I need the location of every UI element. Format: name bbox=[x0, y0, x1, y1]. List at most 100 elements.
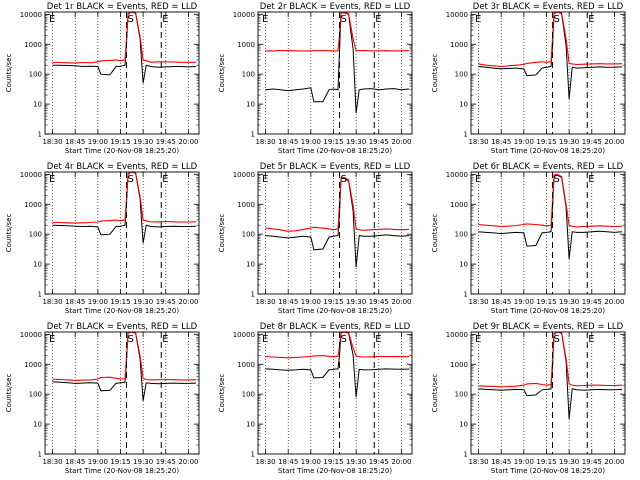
marker-label: S bbox=[554, 174, 560, 185]
x-tick-label: 19:00 bbox=[88, 458, 108, 466]
x-tick-label: 20:00 bbox=[391, 458, 411, 466]
events-series-line bbox=[52, 11, 197, 84]
y-tick-label: 100 bbox=[29, 391, 42, 399]
x-tick-label: 19:45 bbox=[369, 458, 389, 466]
events-series-line bbox=[52, 331, 197, 401]
y-tick-label: 100 bbox=[29, 231, 42, 239]
chart-panel-8: Det 8r BLACK = Events, RED = LLD 1 10 100 10… bbox=[218, 322, 413, 475]
y-tick-label: 1000 bbox=[450, 41, 468, 49]
chart-title: Det 5r BLACK = Events, RED = LLD bbox=[260, 162, 411, 172]
events-series-line bbox=[52, 171, 197, 244]
x-tick-label: 20:00 bbox=[604, 298, 624, 306]
x-tick-label: 18:45 bbox=[65, 298, 85, 306]
marker-label: E bbox=[49, 174, 55, 185]
x-tick-label: 18:30 bbox=[42, 138, 62, 146]
y-tick-label: 10 bbox=[33, 421, 42, 429]
marker-label: E bbox=[588, 174, 594, 185]
y-tick-label: 1000 bbox=[24, 201, 42, 209]
chart-title: Det 3r BLACK = Events, RED = LLD bbox=[473, 2, 624, 12]
x-axis-label: Start Time (20-Nov-08 18:25:20) bbox=[278, 467, 392, 475]
y-tick-label: 1000 bbox=[237, 201, 255, 209]
marker-label: E bbox=[49, 14, 55, 25]
y-axis-label: Counts/sec bbox=[431, 54, 439, 93]
y-axis-label: Counts/sec bbox=[218, 214, 226, 253]
x-tick-label: 20:00 bbox=[391, 138, 411, 146]
y-tick-label: 10000 bbox=[20, 11, 42, 19]
events-series-line bbox=[478, 331, 623, 419]
lld-series-line bbox=[478, 11, 623, 68]
chart-title: Det 4r BLACK = Events, RED = LLD bbox=[47, 162, 198, 172]
x-axis-label: Start Time (20-Nov-08 18:25:20) bbox=[278, 147, 392, 155]
chart-panel-5: Det 5r BLACK = Events, RED = LLD 1 10 100 10… bbox=[218, 162, 413, 315]
x-tick-label: 19:15 bbox=[110, 138, 130, 146]
marker-label: E bbox=[49, 334, 55, 345]
marker-label: E bbox=[475, 174, 481, 185]
y-tick-label: 10 bbox=[33, 261, 42, 269]
x-tick-label: 20:00 bbox=[178, 138, 198, 146]
marker-label: S bbox=[554, 14, 560, 25]
x-tick-label: 18:45 bbox=[491, 138, 511, 146]
lld-series-line bbox=[52, 171, 197, 224]
marker-label: E bbox=[375, 174, 381, 185]
y-tick-label: 1 bbox=[464, 291, 468, 299]
plot-frame bbox=[44, 171, 200, 295]
lld-series-line bbox=[265, 11, 410, 52]
chart-title: Det 9r BLACK = Events, RED = LLD bbox=[473, 322, 624, 332]
y-tick-label: 1 bbox=[464, 131, 468, 139]
y-tick-label: 10000 bbox=[446, 11, 468, 19]
x-tick-label: 18:30 bbox=[255, 458, 275, 466]
chart-title: Det 7r BLACK = Events, RED = LLD bbox=[47, 322, 198, 332]
y-tick-label: 10000 bbox=[446, 171, 468, 179]
x-tick-label: 19:15 bbox=[323, 298, 343, 306]
chart-title: Det 8r BLACK = Events, RED = LLD bbox=[260, 322, 411, 332]
x-tick-label: 18:45 bbox=[491, 298, 511, 306]
x-axis-label: Start Time (20-Nov-08 18:25:20) bbox=[491, 307, 605, 315]
x-axis-label: Start Time (20-Nov-08 18:25:20) bbox=[491, 147, 605, 155]
marker-label: E bbox=[588, 334, 594, 345]
chart-panel-4: Det 4r BLACK = Events, RED = LLD 1 10 100 10… bbox=[5, 162, 200, 315]
x-tick-label: 19:00 bbox=[514, 298, 534, 306]
x-tick-label: 19:45 bbox=[369, 138, 389, 146]
y-tick-label: 1000 bbox=[237, 361, 255, 369]
plot-frame bbox=[257, 171, 413, 295]
y-tick-label: 10 bbox=[246, 261, 255, 269]
y-tick-label: 10000 bbox=[20, 331, 42, 339]
chart-title: Det 1r BLACK = Events, RED = LLD bbox=[47, 2, 198, 12]
x-tick-label: 19:15 bbox=[110, 298, 130, 306]
y-tick-label: 10000 bbox=[20, 171, 42, 179]
x-tick-label: 19:30 bbox=[346, 138, 366, 146]
y-tick-label: 10 bbox=[459, 261, 468, 269]
chart-panel-2: Det 2r BLACK = Events, RED = LLD 1 10 100 10… bbox=[218, 2, 413, 155]
x-tick-label: 19:45 bbox=[582, 138, 602, 146]
y-tick-label: 1000 bbox=[24, 361, 42, 369]
y-tick-label: 100 bbox=[242, 391, 255, 399]
plot-frame bbox=[257, 331, 413, 455]
x-tick-label: 19:45 bbox=[156, 458, 176, 466]
y-tick-label: 10 bbox=[246, 421, 255, 429]
x-tick-label: 19:15 bbox=[536, 138, 556, 146]
x-tick-label: 19:00 bbox=[301, 458, 321, 466]
y-axis-label: Counts/sec bbox=[431, 214, 439, 253]
y-tick-label: 10000 bbox=[233, 11, 255, 19]
y-tick-label: 1 bbox=[38, 131, 42, 139]
x-tick-label: 19:30 bbox=[346, 298, 366, 306]
y-axis-label: Counts/sec bbox=[218, 54, 226, 93]
x-tick-label: 19:45 bbox=[582, 298, 602, 306]
y-tick-label: 1000 bbox=[24, 41, 42, 49]
x-axis-label: Start Time (20-Nov-08 18:25:20) bbox=[65, 147, 179, 155]
y-tick-label: 10000 bbox=[446, 331, 468, 339]
x-tick-label: 19:45 bbox=[369, 298, 389, 306]
x-tick-label: 18:30 bbox=[468, 298, 488, 306]
plot-frame bbox=[44, 11, 200, 135]
x-tick-label: 19:00 bbox=[301, 138, 321, 146]
x-tick-label: 20:00 bbox=[604, 138, 624, 146]
x-tick-label: 19:30 bbox=[559, 298, 579, 306]
x-tick-label: 18:30 bbox=[42, 298, 62, 306]
x-tick-label: 19:45 bbox=[582, 458, 602, 466]
marker-label: E bbox=[375, 334, 381, 345]
x-tick-label: 20:00 bbox=[178, 298, 198, 306]
chart-panel-6: Det 6r BLACK = Events, RED = LLD 1 10 100 10… bbox=[431, 162, 626, 315]
x-tick-label: 19:00 bbox=[514, 458, 534, 466]
lld-series-line bbox=[478, 331, 623, 388]
marker-label: S bbox=[341, 334, 347, 345]
